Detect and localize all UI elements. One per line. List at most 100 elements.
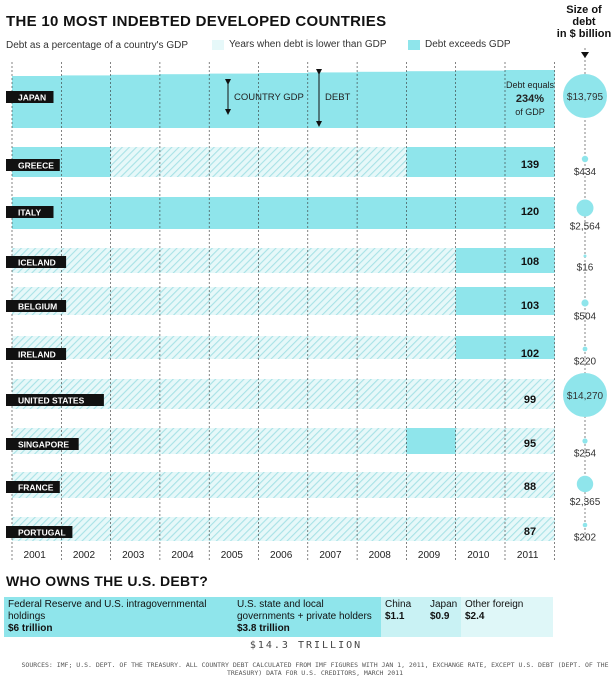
bar-segment-2005 <box>209 472 259 498</box>
bar-segment-2007 <box>307 248 358 273</box>
owner-amount: $3.8 trillion <box>237 623 290 634</box>
owner-label: Other foreign <box>465 599 524 610</box>
owner-amount: $1.1 <box>385 611 405 622</box>
annotation-country-gdp: COUNTRY GDP <box>234 92 304 103</box>
country-label-bg <box>6 256 67 268</box>
debt-bubble <box>583 254 587 258</box>
country-label: GREECE <box>18 161 54 171</box>
bar-segment-2003 <box>110 472 161 498</box>
chart-title: The 10 most indebted developed countries <box>6 13 387 30</box>
value-label: 120 <box>521 206 539 218</box>
bar-segment-2006 <box>258 197 309 229</box>
country-label: PORTUGAL <box>18 528 66 538</box>
legend-below: Years when debt is lower than GDP <box>212 39 387 50</box>
country-row-singapore <box>12 428 555 454</box>
x-tick-label: 2010 <box>467 550 490 561</box>
country-label-bg <box>6 159 60 171</box>
bar-segment-2010 <box>455 472 506 498</box>
chart-subtitle: Debt as a percentage of a country's GDP <box>6 40 189 51</box>
debt-label: $16 <box>577 263 594 274</box>
bar-segment-2006 <box>258 472 309 498</box>
bar-segment-2005 <box>209 336 259 359</box>
country-label: JAPAN <box>18 93 46 103</box>
bar-segment-2010 <box>455 197 506 229</box>
bar-segment-2003 <box>110 428 161 454</box>
debt-bubble <box>581 299 589 307</box>
size-title-line-2: debt <box>572 16 596 28</box>
bar-segment-2006 <box>258 517 309 541</box>
bar-segment-2008 <box>357 336 407 359</box>
bar-segment-2008 <box>357 379 407 409</box>
owner-segment: Japan $0.9 <box>426 597 461 637</box>
sources-note: SOURCES: IMF; U.S. DEPT. OF THE TREASURY… <box>21 661 609 677</box>
bar-segment-2011 <box>505 287 555 315</box>
bar-segment-2009 <box>406 379 457 409</box>
country-label: BELGIUM <box>18 302 57 312</box>
debt-label: $202 <box>574 532 597 543</box>
bar-segment-2009 <box>406 248 457 273</box>
debt-label: $220 <box>574 356 597 367</box>
value-label: 88 <box>524 481 536 493</box>
bar-segment-2004 <box>159 379 210 409</box>
country-label-bg <box>6 438 79 450</box>
country-label-bg <box>6 526 73 538</box>
debt-bubble <box>582 346 588 352</box>
bar-segment-2006 <box>258 428 309 454</box>
bar-segment-2005 <box>209 379 259 409</box>
x-tick-label: 2006 <box>270 550 293 561</box>
bar-segment-2002 <box>61 75 112 128</box>
value-label: 99 <box>524 394 536 406</box>
size-title-line-3: in $ billion <box>556 28 612 40</box>
bar-segment-2007 <box>307 287 358 315</box>
bar-segment-2010 <box>455 287 506 315</box>
bar-segment-2010 <box>455 428 506 454</box>
x-tick-label: 2001 <box>24 550 47 561</box>
bar-segment-2010 <box>455 336 506 359</box>
bar-segment-2010 <box>455 517 506 541</box>
country-label: SINGAPORE <box>18 440 69 450</box>
bar-segment-2009 <box>406 287 457 315</box>
bar-segment-2004 <box>159 248 210 273</box>
country-row-france <box>12 472 555 498</box>
bar-segment-2007 <box>307 379 358 409</box>
bar-segment-2008 <box>357 428 407 454</box>
x-tick-label: 2002 <box>73 550 96 561</box>
value-label: 95 <box>524 438 536 450</box>
country-label-bg <box>6 394 104 406</box>
country-label: ICELAND <box>18 258 56 268</box>
bar-segment-2009 <box>406 197 457 229</box>
bar-segment-2003 <box>110 147 161 177</box>
bar-segment-2006 <box>258 248 309 273</box>
bar-segment-2005 <box>209 287 259 315</box>
bar-segment-2011 <box>505 197 555 229</box>
bar-segment-2004 <box>159 517 210 541</box>
bar-segment-2005 <box>209 73 259 128</box>
owners-total: $14.3 TRILLION <box>249 640 363 651</box>
country-label: FRANCE <box>18 483 54 493</box>
bar-segment-2008 <box>357 147 407 177</box>
country-label-bg <box>6 300 67 312</box>
bar-segment-2002 <box>61 472 112 498</box>
debt-label: $14,270 <box>567 391 604 402</box>
bar-segment-2002 <box>61 197 112 229</box>
bar-segment-2006 <box>258 147 309 177</box>
bar-segment-2004 <box>159 287 210 315</box>
debt-bubble <box>576 475 594 493</box>
bar-segment-2003 <box>110 517 161 541</box>
legend-above: Debt exceeds GDP <box>408 39 511 50</box>
bar-segment-2007 <box>307 472 358 498</box>
debt-label: $2,564 <box>570 222 601 233</box>
bar-segment-2010 <box>455 147 506 177</box>
debt-bubble <box>582 522 588 528</box>
debt-bubble <box>563 373 607 417</box>
bar-segment-2008 <box>357 248 407 273</box>
debt-label: $2,365 <box>570 497 601 508</box>
size-title: Size of debt in $ billion <box>552 4 612 40</box>
bar-segment-2009 <box>406 336 457 359</box>
legend-below-label: Years when debt is lower than GDP <box>229 39 387 50</box>
bar-segment-2004 <box>159 197 210 229</box>
bar-segment-2008 <box>357 71 407 128</box>
country-label-bg <box>6 206 54 218</box>
bar-segment-2006 <box>258 379 309 409</box>
bar-segment-2006 <box>258 287 309 315</box>
